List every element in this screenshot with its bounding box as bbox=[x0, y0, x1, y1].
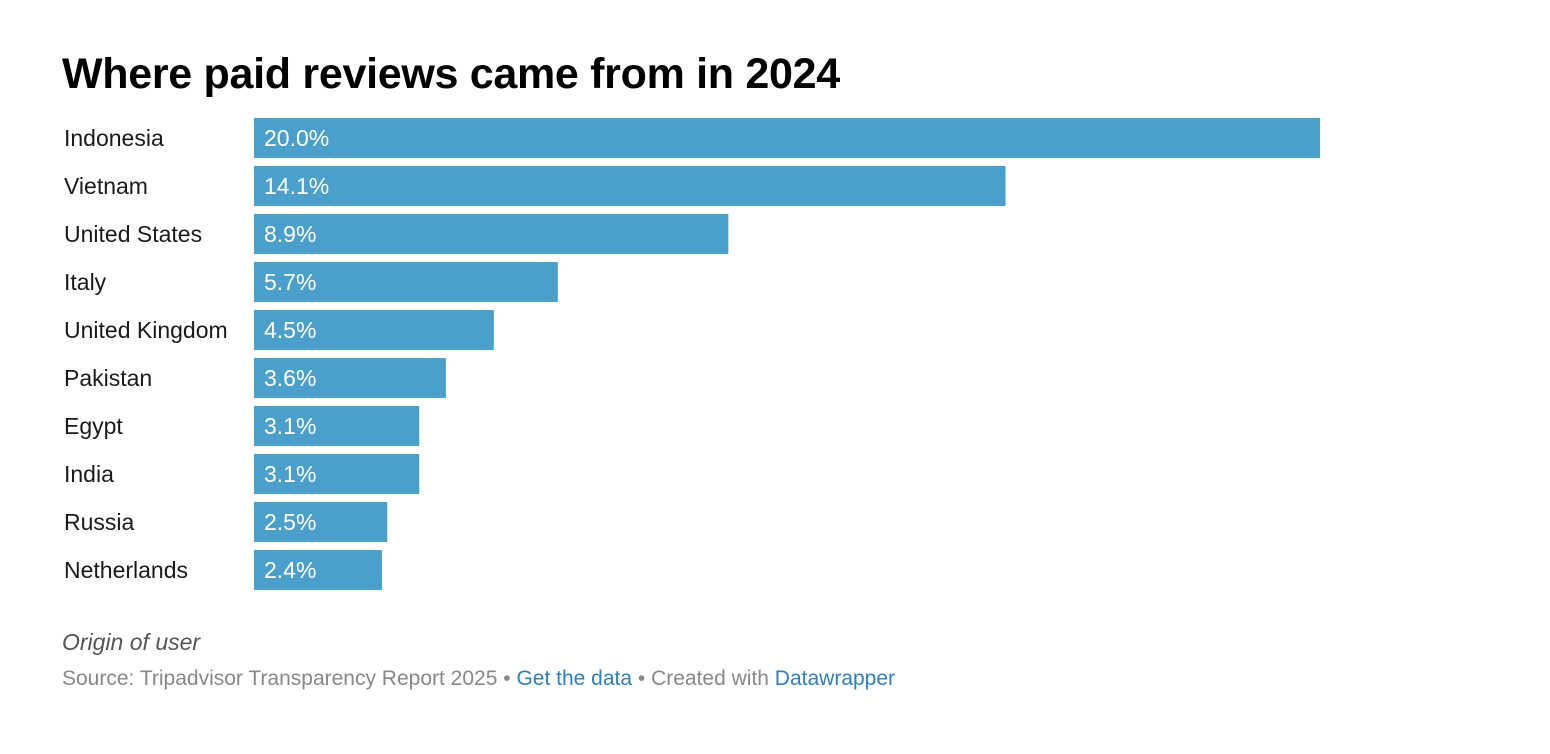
value-label-united-states: 8.9% bbox=[264, 221, 316, 247]
bar-italy bbox=[254, 262, 558, 302]
value-label-pakistan: 3.6% bbox=[264, 365, 316, 391]
category-label-pakistan: Pakistan bbox=[64, 365, 152, 391]
created-with-text: Created with bbox=[651, 667, 769, 690]
category-label-india: India bbox=[64, 461, 114, 487]
category-label-united-kingdom: United Kingdom bbox=[64, 317, 228, 343]
chart-title: Where paid reviews came from in 2024 bbox=[62, 50, 840, 98]
value-label-indonesia: 20.0% bbox=[264, 125, 329, 151]
bar-vietnam bbox=[254, 166, 1006, 206]
datawrapper-link[interactable]: Datawrapper bbox=[774, 667, 896, 690]
bar-india bbox=[254, 454, 420, 494]
value-label-italy: 5.7% bbox=[264, 269, 316, 295]
bar-chart: Indonesia 20.0% Vietnam 14.1% United States 8… bbox=[64, 118, 1320, 590]
category-label-vietnam: Vietnam bbox=[64, 173, 148, 199]
category-label-russia: Russia bbox=[64, 509, 135, 535]
source-text: Source: Tripadvisor Transparency Report … bbox=[62, 667, 498, 690]
footer-separator: • bbox=[497, 667, 517, 690]
bar-pakistan bbox=[254, 358, 446, 398]
category-label-indonesia: Indonesia bbox=[64, 125, 164, 151]
value-label-vietnam: 14.1% bbox=[264, 173, 329, 199]
get-the-data-link[interactable]: Get the data bbox=[516, 667, 633, 690]
bar-indonesia bbox=[254, 118, 1320, 158]
category-label-netherlands: Netherlands bbox=[64, 557, 188, 583]
category-label-italy: Italy bbox=[64, 269, 107, 295]
bar-united-states bbox=[254, 214, 729, 254]
category-label-united-states: United States bbox=[64, 221, 202, 247]
bar-russia bbox=[254, 502, 388, 542]
footer-separator: • bbox=[632, 667, 652, 690]
value-label-russia: 2.5% bbox=[264, 509, 316, 535]
chart-notes: Origin of user bbox=[62, 629, 201, 655]
bar-united-kingdom bbox=[254, 310, 494, 350]
value-label-netherlands: 2.4% bbox=[264, 557, 316, 583]
chart-footer: Source: Tripadvisor Transparency Report … bbox=[62, 667, 895, 691]
bar-egypt bbox=[254, 406, 420, 446]
value-label-united-kingdom: 4.5% bbox=[264, 317, 316, 343]
value-label-egypt: 3.1% bbox=[264, 413, 316, 439]
value-label-india: 3.1% bbox=[264, 461, 316, 487]
bar-netherlands bbox=[254, 550, 382, 590]
category-label-egypt: Egypt bbox=[64, 413, 123, 439]
